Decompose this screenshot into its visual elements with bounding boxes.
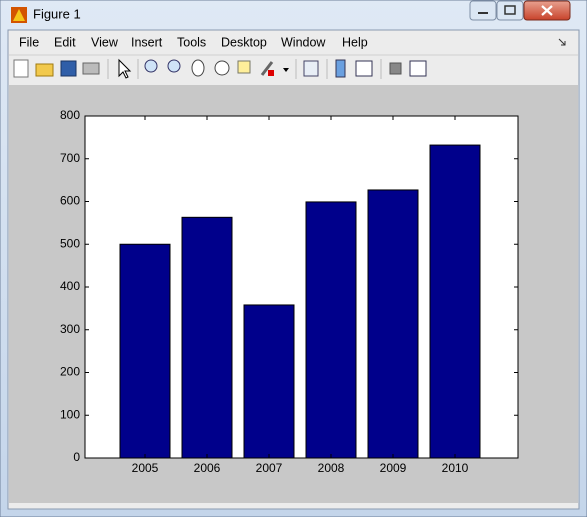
save-icon[interactable] [60, 60, 77, 77]
plot: 0 100 200 300 400 500 600 700 800 2005 2006 2007 200… [60, 108, 518, 475]
x-tick-label: 2008 [318, 461, 345, 475]
open-icon[interactable] [35, 63, 54, 77]
y-tick-label: 600 [60, 194, 80, 208]
zoom-out-icon[interactable] [167, 59, 181, 73]
x-tick-label: 2010 [442, 461, 469, 475]
bar [305, 201, 357, 459]
colorbar-icon[interactable] [335, 59, 346, 78]
bar [243, 304, 295, 459]
bar [367, 189, 419, 459]
bar [119, 243, 171, 459]
y-tick-label: 200 [60, 365, 80, 379]
y-tick-label: 400 [60, 279, 80, 293]
app-icon-shape [13, 9, 25, 21]
zoom-in-icon[interactable] [144, 59, 158, 73]
bar [429, 144, 481, 459]
x-tick-label: 2007 [256, 461, 283, 475]
select-icon[interactable] [118, 58, 132, 79]
menu-item[interactable]: Edit [54, 35, 76, 49]
dock-arrow[interactable] [558, 38, 566, 46]
menu-item[interactable]: Desktop [221, 35, 267, 49]
y-tick-label: 0 [73, 450, 80, 464]
rotate-icon[interactable] [214, 60, 230, 76]
brush-icon[interactable] [260, 61, 274, 76]
y-tick-label: 100 [60, 407, 80, 421]
menu-item[interactable]: Insert [131, 35, 163, 49]
maximize-button[interactable] [496, 0, 524, 21]
maximize-glyph [504, 5, 516, 15]
pan-icon[interactable] [191, 59, 205, 77]
hide-tools-icon[interactable] [389, 62, 402, 75]
brush-dropdown[interactable] [283, 68, 289, 72]
menu-item[interactable]: Window [281, 35, 326, 49]
menu-item[interactable]: Tools [177, 35, 206, 49]
y-tick-label: 300 [60, 322, 80, 336]
menu-item[interactable]: Help [342, 35, 368, 49]
y-tick-label: 800 [60, 108, 80, 122]
x-tick-label: 2006 [194, 461, 221, 475]
legend-icon[interactable] [355, 60, 373, 77]
y-tick-label: 500 [60, 236, 80, 250]
y-tick-label: 700 [60, 151, 80, 165]
toolbar [13, 58, 427, 79]
brush-color [268, 70, 274, 76]
link-icon[interactable] [303, 60, 319, 77]
close-glyph [541, 5, 553, 16]
new-icon[interactable] [13, 59, 29, 78]
x-tick-label: 2009 [380, 461, 407, 475]
show-tools-icon[interactable] [409, 60, 427, 77]
print-icon[interactable] [82, 62, 100, 75]
bar [181, 216, 233, 459]
menu-item[interactable]: View [91, 35, 119, 49]
menu-item[interactable]: File [19, 35, 39, 49]
x-tick-label: 2005 [132, 461, 159, 475]
datacursor-icon[interactable] [237, 60, 251, 74]
window-title: Figure 1 [33, 6, 81, 21]
minimize-button[interactable] [469, 0, 497, 21]
